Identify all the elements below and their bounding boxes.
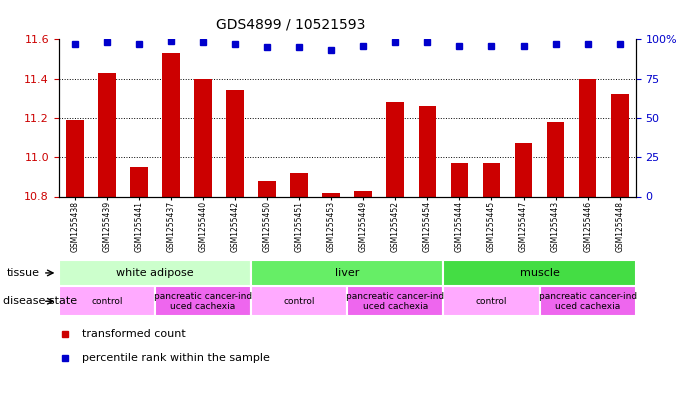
Bar: [59, 260, 251, 286]
Text: control: control: [283, 297, 315, 306]
Bar: [386, 102, 404, 196]
Bar: [579, 79, 596, 196]
Bar: [251, 286, 347, 316]
Bar: [162, 53, 180, 196]
Bar: [226, 90, 244, 196]
Bar: [258, 181, 276, 196]
Bar: [98, 73, 115, 196]
Text: GDS4899 / 10521593: GDS4899 / 10521593: [216, 18, 365, 32]
Bar: [354, 191, 372, 196]
Text: pancreatic cancer-ind
uced cachexia: pancreatic cancer-ind uced cachexia: [538, 292, 636, 311]
Text: pancreatic cancer-ind
uced cachexia: pancreatic cancer-ind uced cachexia: [154, 292, 252, 311]
Bar: [323, 193, 340, 196]
Bar: [444, 260, 636, 286]
Bar: [540, 286, 636, 316]
Bar: [59, 286, 155, 316]
Bar: [251, 260, 444, 286]
Bar: [194, 79, 212, 196]
Bar: [611, 94, 629, 196]
Text: disease state: disease state: [3, 296, 77, 306]
Text: tissue: tissue: [7, 268, 40, 278]
Bar: [66, 120, 84, 196]
Text: liver: liver: [335, 268, 359, 278]
Bar: [444, 286, 540, 316]
Bar: [451, 163, 468, 196]
Text: muscle: muscle: [520, 268, 560, 278]
Text: white adipose: white adipose: [116, 268, 193, 278]
Bar: [130, 167, 148, 196]
Text: transformed count: transformed count: [82, 329, 186, 339]
Bar: [419, 106, 436, 196]
Bar: [482, 163, 500, 196]
Text: pancreatic cancer-ind
uced cachexia: pancreatic cancer-ind uced cachexia: [346, 292, 444, 311]
Bar: [290, 173, 308, 196]
Bar: [515, 143, 532, 196]
Text: control: control: [91, 297, 122, 306]
Text: percentile rank within the sample: percentile rank within the sample: [82, 353, 269, 363]
Bar: [155, 286, 251, 316]
Bar: [547, 122, 565, 196]
Text: control: control: [475, 297, 507, 306]
Bar: [347, 286, 444, 316]
